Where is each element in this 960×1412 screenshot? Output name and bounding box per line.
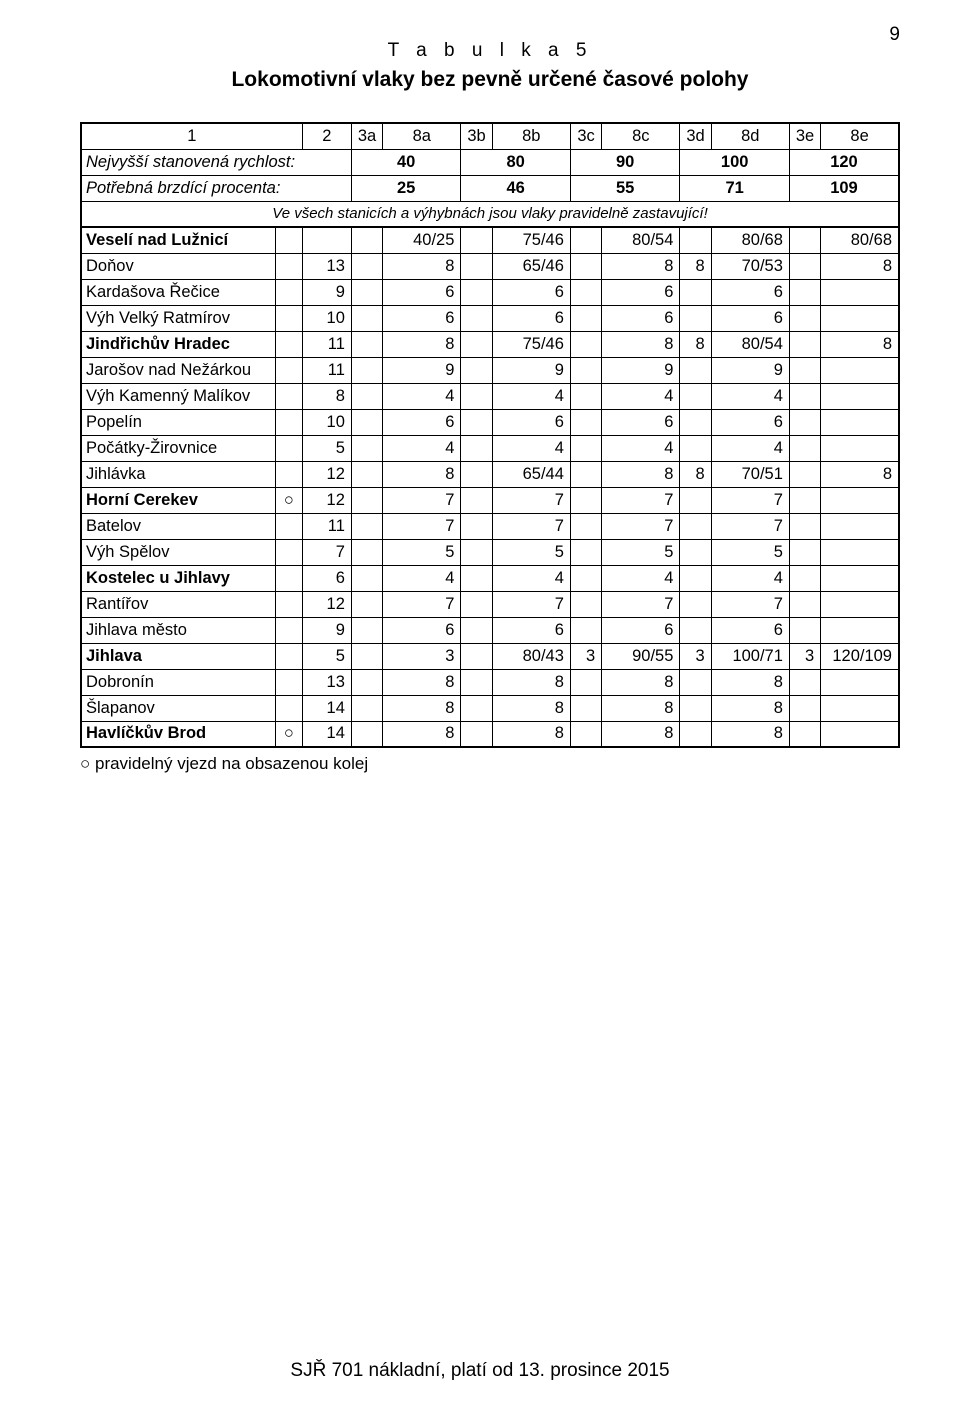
header-columns: 123a8a3b8b3c8c3d8d3e8e [81,123,899,149]
station-row: Jihlava město96666 [81,617,899,643]
station-row: Jarošov nad Nežárkou119999 [81,357,899,383]
header-brake: Potřebná brzdící procenta:25465571109 [81,175,899,201]
station-row: Havlíčkův Brod○148888 [81,721,899,747]
station-row: Kardašova Řečice96666 [81,279,899,305]
station-row: Počátky-Žirovnice54444 [81,435,899,461]
station-row: Šlapanov148888 [81,695,899,721]
station-row: Výh Velký Ratmírov106666 [81,305,899,331]
station-row: Výh Kamenný Malíkov84444 [81,383,899,409]
station-row: Popelín106666 [81,409,899,435]
station-row: Rantířov127777 [81,591,899,617]
station-row: Batelov117777 [81,513,899,539]
station-row: Jindřichův Hradec11875/468880/548 [81,331,899,357]
station-row: Jihlávka12865/448870/518 [81,461,899,487]
station-row: Horní Cerekev○127777 [81,487,899,513]
page-number: 9 [889,24,900,46]
station-row: Veselí nad Lužnicí40/2575/4680/5480/6880… [81,227,899,253]
legend: ○ pravidelný vjezd na obsazenou kolej [80,754,900,774]
timetable: 123a8a3b8b3c8c3d8d3e8eNejvyšší stanovená… [80,122,900,748]
station-row: Kostelec u Jihlavy64444 [81,565,899,591]
header-speed: Nejvyšší stanovená rychlost:408090100120 [81,149,899,175]
table-chapter: T a b u l k a 5 [80,40,900,62]
table-title: Lokomotivní vlaky bez pevně určené časov… [80,68,900,92]
station-row: Doňov13865/468870/538 [81,253,899,279]
station-row: Výh Spělov75555 [81,539,899,565]
station-row: Dobronín138888 [81,669,899,695]
header-note: Ve všech stanicích a výhybnách jsou vlak… [81,201,899,227]
station-row: Jihlava5380/43390/553100/713120/109 [81,643,899,669]
footer: SJŘ 701 nákladní, platí od 13. prosince … [0,1360,960,1382]
